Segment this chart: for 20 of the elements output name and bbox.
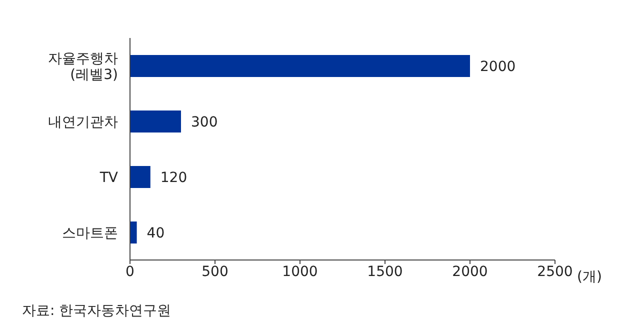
y-tick-label: 내연기관차 [48,114,118,130]
x-tick-label: 1000 [282,264,318,280]
x-tick-label: 0 [126,264,134,280]
y-tick-label: TV [98,170,118,186]
x-axis-title: (개) [577,269,602,285]
x-tick-label: 2000 [452,264,488,280]
bar [130,110,181,132]
bar [130,222,137,244]
x-tick-label: 2500 [537,264,573,280]
x-tick-label: 500 [202,264,228,280]
bar [130,55,470,77]
data-label: 120 [160,170,188,186]
data-label: 300 [191,114,218,130]
y-tick-label: 스마트폰 [62,225,118,242]
bar [130,166,150,188]
data-label: 2000 [480,58,516,75]
x-tick-label: 1500 [367,264,403,280]
data-label: 40 [146,225,165,242]
y-tick-label: 자율주행차 (레벨3) [48,50,118,83]
text: 자료: 한국자동차연구원 [22,302,172,320]
